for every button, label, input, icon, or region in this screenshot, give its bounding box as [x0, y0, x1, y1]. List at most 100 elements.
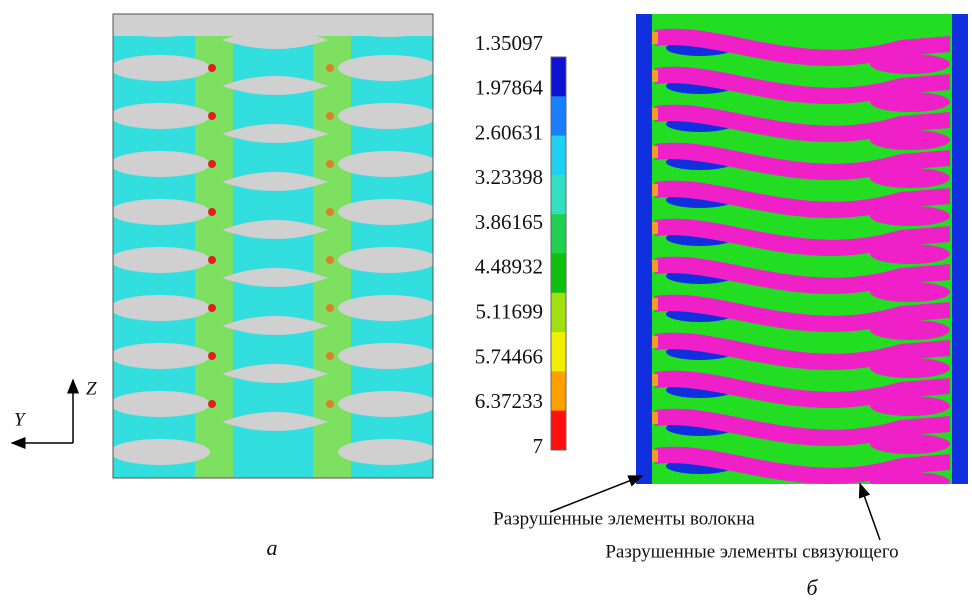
coordinate-axes: Z Y	[10, 378, 97, 449]
hot-spot	[208, 112, 216, 120]
fiber-damage	[652, 32, 658, 44]
y-axis-label: Y	[14, 409, 27, 430]
fiber	[113, 295, 210, 321]
colorbar-swatch	[551, 96, 566, 137]
colorbar-swatch	[551, 410, 566, 451]
fiber-damage	[652, 412, 658, 424]
fiber	[222, 316, 328, 335]
fiber	[113, 199, 210, 225]
hot-spot	[326, 304, 334, 312]
fiber-damage	[652, 146, 658, 158]
colorbar-label: 4.48932	[475, 255, 543, 279]
fiber	[870, 396, 950, 416]
hot-spot	[208, 160, 216, 168]
colorbar-label: 5.74466	[475, 344, 543, 368]
fiber	[870, 472, 950, 484]
fiber	[338, 295, 433, 321]
fiber	[655, 142, 950, 180]
fiber	[222, 172, 328, 191]
colorbar-swatch	[551, 135, 566, 176]
colorbar-swatch	[551, 174, 566, 215]
colorbar-label: 1.97864	[475, 76, 544, 100]
fiber	[222, 220, 328, 239]
fiber	[338, 343, 433, 369]
fiber	[222, 76, 328, 95]
fiber	[870, 320, 950, 340]
stress-contour-plot	[113, 14, 433, 478]
fiber	[113, 14, 433, 36]
caption: а	[267, 535, 278, 560]
hot-spot	[326, 208, 334, 216]
caption: б	[806, 575, 818, 600]
colorbar: 1.35097 1.97864 2.60631 3.23398 3.86165 4.489…	[475, 31, 567, 458]
hot-spot	[326, 64, 334, 72]
arrow	[858, 482, 881, 541]
hot-spot	[326, 352, 334, 360]
fiber	[870, 434, 950, 454]
colorbar-swatch	[551, 332, 566, 372]
fiber	[655, 66, 950, 104]
fiber	[870, 206, 950, 226]
fiber	[222, 124, 328, 143]
fiber	[338, 199, 433, 225]
fiber	[870, 92, 950, 112]
fiber	[113, 151, 210, 177]
damage-plot	[636, 14, 968, 484]
fiber-damage	[652, 336, 658, 348]
colorbar-swatch	[551, 57, 566, 97]
colorbar-swatch	[551, 253, 566, 294]
fiber	[338, 439, 433, 465]
fiber	[113, 247, 210, 273]
fiber	[655, 180, 950, 218]
fiber	[338, 55, 433, 81]
hot-spot	[208, 352, 216, 360]
colorbar-label: 6.37233	[475, 389, 543, 413]
hot-spot	[326, 112, 334, 120]
colorbar-label: 1.35097	[475, 31, 543, 55]
z-axis-label: Z	[86, 378, 97, 399]
fiber	[222, 412, 328, 431]
fiber-damage	[652, 450, 658, 462]
fiber	[655, 408, 950, 446]
fiber	[338, 103, 433, 129]
hot-spot	[208, 400, 216, 408]
colorbar-label: 7	[533, 434, 544, 458]
colorbar-swatch	[551, 214, 566, 254]
hot-spot	[208, 304, 216, 312]
colorbar-label: 3.23398	[475, 165, 543, 189]
hot-spot	[208, 64, 216, 72]
colorbar-swatch	[551, 371, 566, 412]
fiber	[870, 130, 950, 150]
fiber	[870, 244, 950, 264]
fiber	[655, 446, 950, 484]
colorbar-frame	[550, 56, 567, 451]
hot-spot	[326, 256, 334, 264]
fiber-damage	[652, 374, 658, 386]
fiber	[655, 294, 950, 332]
fiber	[655, 332, 950, 370]
fiber	[113, 391, 210, 417]
hot-spot	[208, 208, 216, 216]
fiber	[338, 391, 433, 417]
fiber	[870, 282, 950, 302]
colorbar-label: 3.86165	[475, 210, 543, 234]
fiber	[338, 247, 433, 273]
colorbar-swatch	[551, 292, 566, 333]
fiber	[870, 358, 950, 378]
hot-spot	[326, 160, 334, 168]
fiber-damage	[652, 260, 658, 272]
fiber	[655, 218, 950, 256]
fiber	[113, 343, 210, 369]
annotation: Разрушенные элементы связующего	[605, 541, 898, 562]
fiber	[113, 103, 210, 129]
fiber	[222, 268, 328, 287]
fiber-damage	[652, 70, 658, 82]
fiber	[655, 256, 950, 294]
hot-spot	[208, 256, 216, 264]
fiber-damage	[652, 222, 658, 234]
fiber	[655, 370, 950, 408]
fiber-damage	[652, 298, 658, 310]
fiber	[113, 439, 210, 465]
fiber	[655, 28, 950, 66]
